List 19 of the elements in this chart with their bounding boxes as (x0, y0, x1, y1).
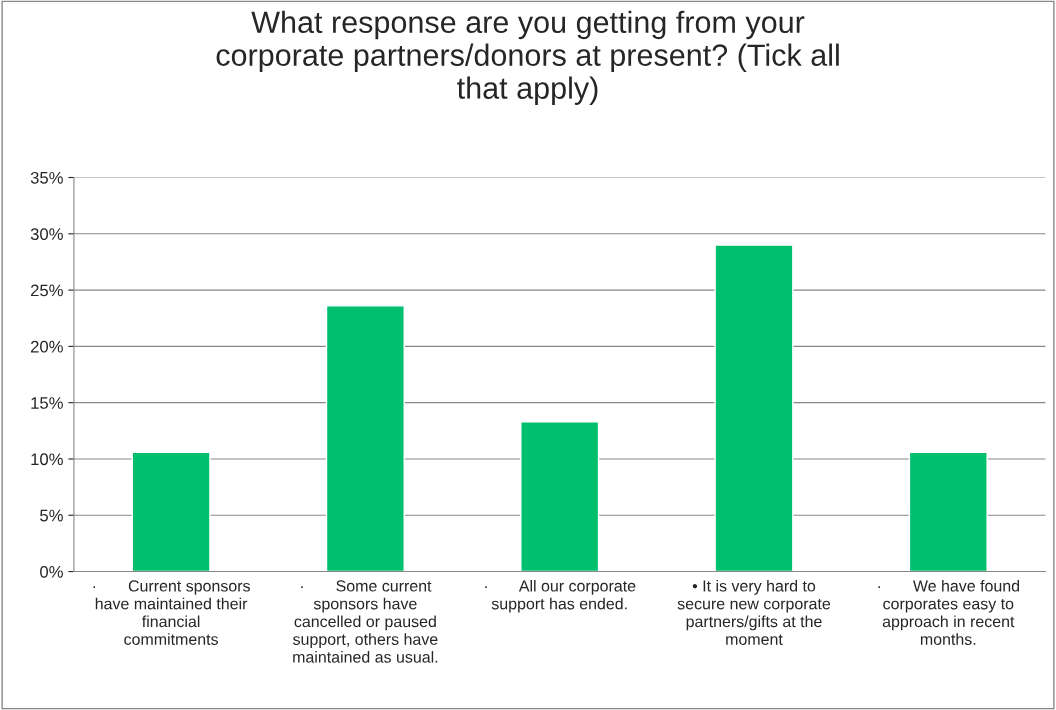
x-tick-label: · Some current sponsors have cancelled or paused support, others have maintained as usual. (293, 580, 438, 663)
y-tick-label: 35% (30, 171, 63, 184)
y-tick-label: 0% (40, 565, 63, 578)
y-tick-label: 15% (31, 397, 63, 409)
y-tick-label: 25% (30, 284, 63, 297)
x-tick-label: · Current sponsors have maintained their financial commitments (93, 580, 250, 645)
bar (908, 451, 988, 572)
bar (714, 244, 794, 572)
bar (520, 421, 600, 572)
y-tick-label: 20% (30, 340, 63, 353)
x-tick-label: · We have found corporates easy to approach in recent months. (878, 579, 1020, 645)
x-tick-label: · All our corporate support has ended. (485, 579, 636, 613)
y-tick-label: 10% (31, 453, 63, 466)
y-tick-label: 30% (30, 228, 63, 240)
x-tick-label: • It is very hard to secure new corporate partners/gifts at the moment (677, 579, 831, 645)
bar (325, 305, 405, 572)
bar (131, 451, 211, 572)
chart-title: What response are you getting from your corporate partners/donors at present? (Tick all that apply) (216, 10, 839, 105)
y-tick-label: 5% (40, 509, 63, 522)
